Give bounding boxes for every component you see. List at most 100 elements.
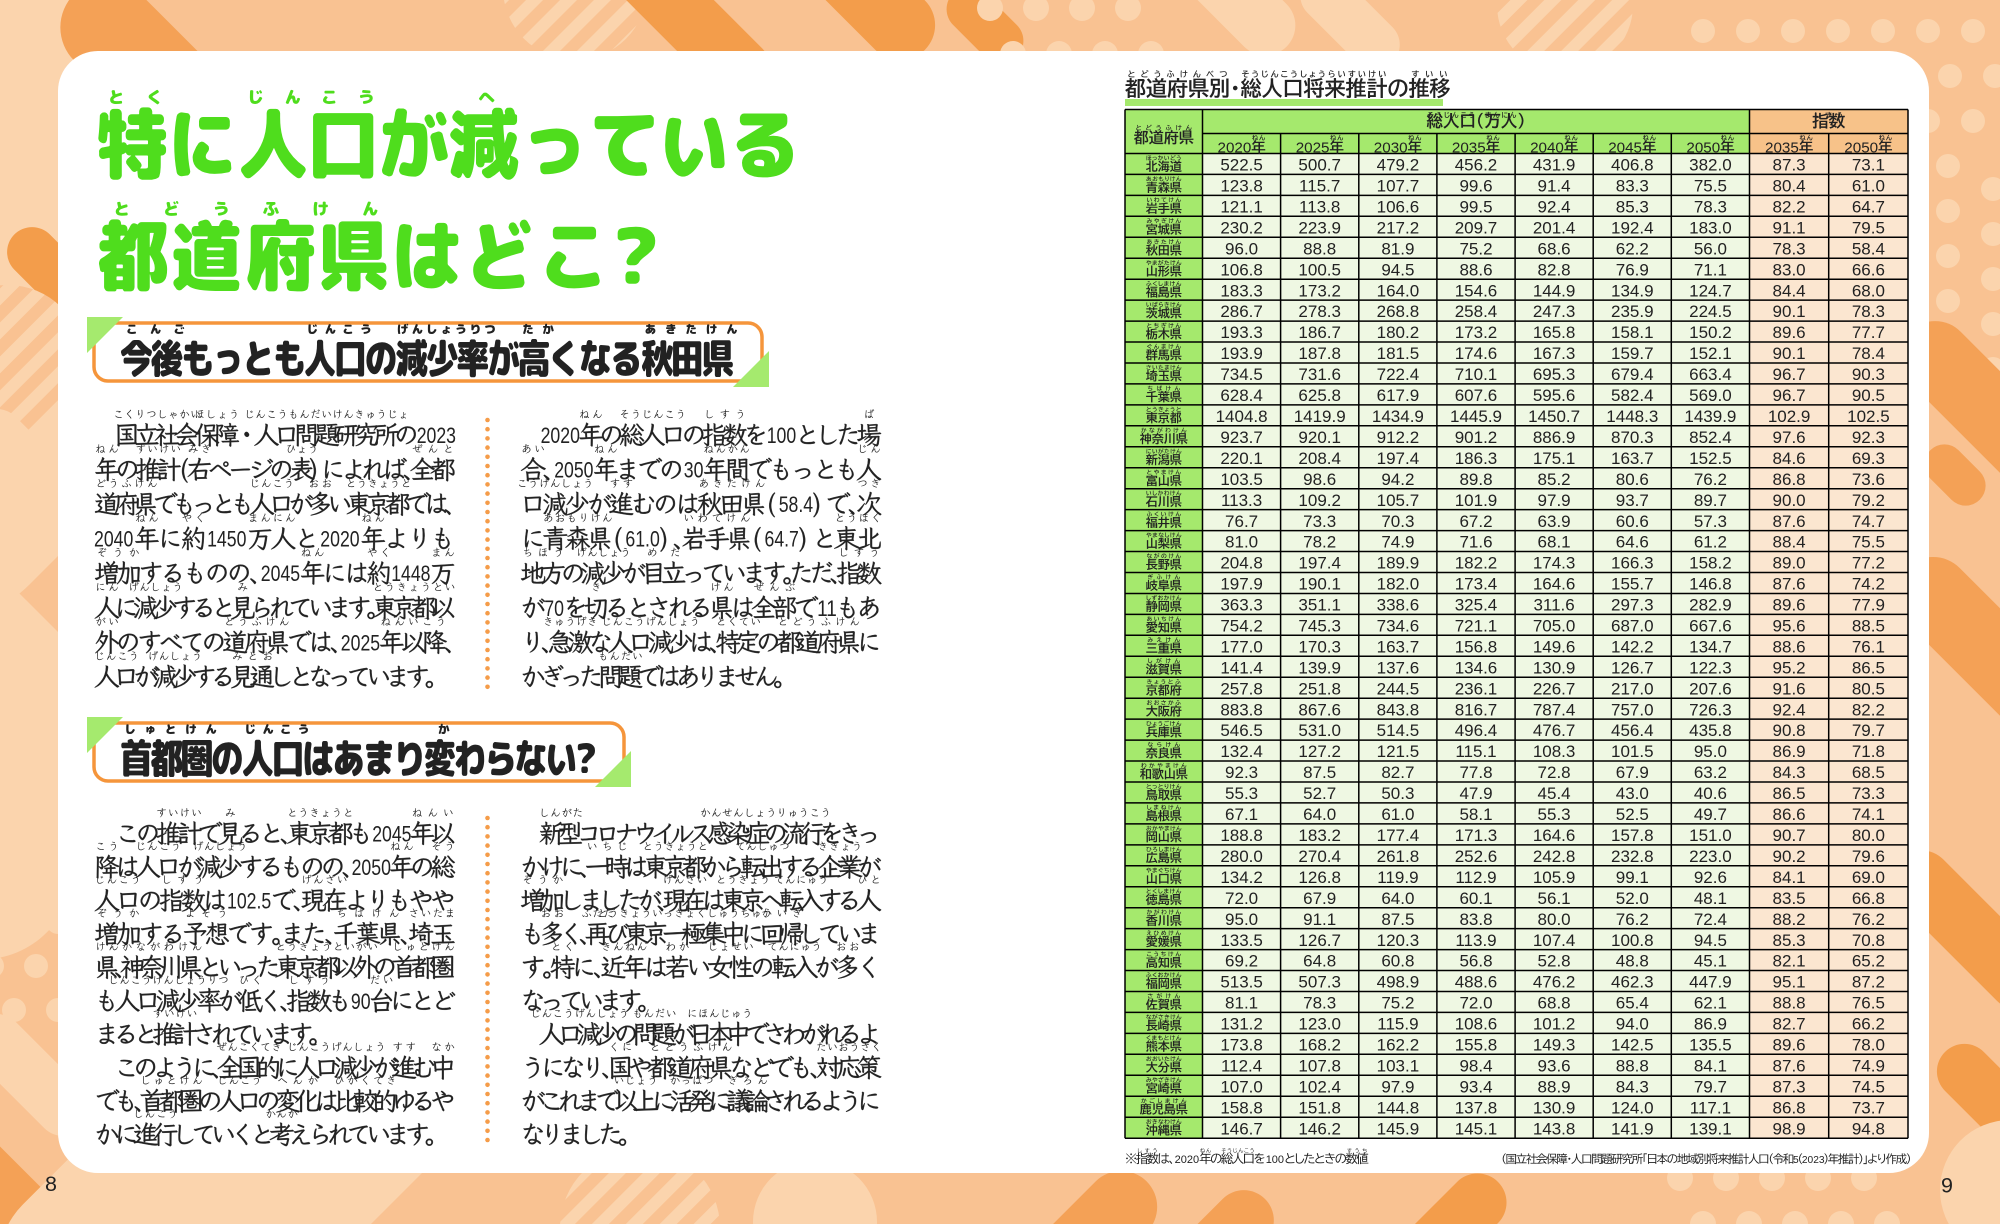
svg-text:68.8: 68.8 bbox=[1538, 994, 1571, 1013]
svg-text:883.8: 883.8 bbox=[1220, 700, 1263, 719]
svg-text:192.4: 192.4 bbox=[1611, 218, 1654, 237]
svg-text:258.4: 258.4 bbox=[1455, 302, 1498, 321]
svg-text:78.0: 78.0 bbox=[1852, 1036, 1885, 1055]
svg-text:2023: 2023 bbox=[1802, 1155, 1825, 1166]
svg-text:447.9: 447.9 bbox=[1689, 973, 1732, 992]
svg-text:223.9: 223.9 bbox=[1298, 218, 1341, 237]
svg-text:173.4: 173.4 bbox=[1455, 575, 1498, 594]
svg-text:257.8: 257.8 bbox=[1220, 679, 1263, 698]
svg-text:663.4: 663.4 bbox=[1689, 365, 1732, 384]
svg-text:476.7: 476.7 bbox=[1533, 721, 1576, 740]
svg-text:71.1: 71.1 bbox=[1694, 260, 1727, 279]
svg-text:197.4: 197.4 bbox=[1377, 449, 1420, 468]
svg-text:81.0: 81.0 bbox=[1225, 533, 1258, 552]
svg-text:158.1: 158.1 bbox=[1611, 323, 1654, 342]
svg-text:158.2: 158.2 bbox=[1689, 554, 1732, 573]
svg-text:134.6: 134.6 bbox=[1455, 658, 1498, 677]
svg-text:88.6: 88.6 bbox=[1459, 260, 1492, 279]
svg-text:687.0: 687.0 bbox=[1611, 617, 1654, 636]
svg-text:204.8: 204.8 bbox=[1220, 554, 1263, 573]
svg-text:78.3: 78.3 bbox=[1694, 198, 1727, 217]
svg-text:96.0: 96.0 bbox=[1225, 239, 1258, 258]
svg-text:70.8: 70.8 bbox=[1852, 931, 1885, 950]
svg-text:695.3: 695.3 bbox=[1533, 365, 1576, 384]
svg-text:722.4: 722.4 bbox=[1377, 365, 1420, 384]
svg-text:2045: 2045 bbox=[372, 822, 411, 847]
svg-text:101.2: 101.2 bbox=[1533, 1015, 1576, 1034]
svg-text:74.5: 74.5 bbox=[1852, 1077, 1885, 1096]
svg-text:90.1: 90.1 bbox=[1773, 302, 1806, 321]
svg-text:507.3: 507.3 bbox=[1298, 973, 1341, 992]
svg-text:108.3: 108.3 bbox=[1533, 742, 1576, 761]
svg-text:297.3: 297.3 bbox=[1611, 596, 1654, 615]
svg-text:83.3: 83.3 bbox=[1616, 177, 1649, 196]
svg-text:174.3: 174.3 bbox=[1533, 554, 1576, 573]
svg-text:134.2: 134.2 bbox=[1220, 868, 1263, 887]
svg-text:2040: 2040 bbox=[1530, 140, 1564, 157]
svg-text:406.8: 406.8 bbox=[1611, 156, 1654, 175]
svg-text:165.8: 165.8 bbox=[1533, 323, 1576, 342]
svg-text:513.5: 513.5 bbox=[1220, 973, 1263, 992]
svg-text:97.9: 97.9 bbox=[1381, 1077, 1414, 1096]
svg-text:2050: 2050 bbox=[1686, 140, 1720, 157]
svg-text:82.7: 82.7 bbox=[1773, 1015, 1806, 1034]
svg-text:98.6: 98.6 bbox=[1303, 470, 1336, 489]
svg-text:151.8: 151.8 bbox=[1298, 1098, 1341, 1117]
svg-text:431.9: 431.9 bbox=[1533, 156, 1576, 175]
svg-text:83.8: 83.8 bbox=[1459, 910, 1492, 929]
svg-text:152.5: 152.5 bbox=[1689, 449, 1732, 468]
svg-text:103.1: 103.1 bbox=[1377, 1056, 1420, 1075]
svg-text:87.6: 87.6 bbox=[1773, 575, 1806, 594]
svg-text:115.9: 115.9 bbox=[1377, 1015, 1418, 1034]
svg-text:76.2: 76.2 bbox=[1694, 470, 1727, 489]
svg-text:88.9: 88.9 bbox=[1538, 1077, 1571, 1096]
svg-text:64.7: 64.7 bbox=[1852, 198, 1885, 217]
svg-text:94.8: 94.8 bbox=[1852, 1119, 1885, 1138]
svg-text:113.3: 113.3 bbox=[1221, 491, 1262, 510]
svg-text:90.7: 90.7 bbox=[1773, 826, 1806, 845]
svg-text:261.8: 261.8 bbox=[1377, 847, 1420, 866]
svg-text:145.1: 145.1 bbox=[1455, 1119, 1498, 1138]
svg-text:177.0: 177.0 bbox=[1220, 637, 1263, 656]
svg-text:88.5: 88.5 bbox=[1852, 617, 1885, 636]
svg-text:87.3: 87.3 bbox=[1773, 1077, 1806, 1096]
svg-text:84.6: 84.6 bbox=[1773, 449, 1806, 468]
svg-text:61.0: 61.0 bbox=[625, 527, 659, 552]
svg-text:97.6: 97.6 bbox=[1773, 428, 1806, 447]
svg-text:182.2: 182.2 bbox=[1455, 554, 1498, 573]
svg-text:721.1: 721.1 bbox=[1455, 617, 1498, 636]
svg-text:144.9: 144.9 bbox=[1533, 281, 1576, 300]
svg-text:2025: 2025 bbox=[1296, 140, 1330, 157]
svg-text:96.7: 96.7 bbox=[1773, 365, 1806, 384]
svg-text:84.3: 84.3 bbox=[1773, 763, 1806, 782]
svg-text:242.8: 242.8 bbox=[1533, 847, 1576, 866]
svg-text:126.7: 126.7 bbox=[1611, 658, 1654, 677]
svg-text:98.4: 98.4 bbox=[1459, 1056, 1492, 1075]
svg-text:89.0: 89.0 bbox=[1773, 554, 1806, 573]
svg-text:90.0: 90.0 bbox=[1773, 491, 1806, 510]
svg-text:76.5: 76.5 bbox=[1852, 994, 1885, 1013]
svg-text:141.4: 141.4 bbox=[1220, 658, 1263, 677]
svg-text:182.0: 182.0 bbox=[1377, 575, 1420, 594]
svg-text:146.2: 146.2 bbox=[1298, 1119, 1341, 1138]
svg-text:1448: 1448 bbox=[391, 561, 430, 586]
svg-text:514.5: 514.5 bbox=[1377, 721, 1420, 740]
svg-text:55.3: 55.3 bbox=[1538, 805, 1571, 824]
svg-text:99.6: 99.6 bbox=[1459, 177, 1492, 196]
svg-text:92.3: 92.3 bbox=[1852, 428, 1885, 447]
svg-text:2050: 2050 bbox=[1844, 140, 1878, 157]
svg-text:130.9: 130.9 bbox=[1533, 658, 1576, 677]
svg-text:217.0: 217.0 bbox=[1611, 679, 1654, 698]
svg-text:144.8: 144.8 bbox=[1377, 1098, 1420, 1117]
svg-text:64.0: 64.0 bbox=[1381, 889, 1414, 908]
svg-text:163.7: 163.7 bbox=[1611, 449, 1654, 468]
svg-text:325.4: 325.4 bbox=[1455, 596, 1498, 615]
svg-text:52.5: 52.5 bbox=[1616, 805, 1649, 824]
svg-text:69.2: 69.2 bbox=[1225, 952, 1258, 971]
svg-text:62.1: 62.1 bbox=[1694, 994, 1727, 1013]
svg-text:76.2: 76.2 bbox=[1852, 910, 1885, 929]
svg-text:64.8: 64.8 bbox=[1303, 952, 1336, 971]
svg-text:94.0: 94.0 bbox=[1616, 1015, 1649, 1034]
svg-text:142.2: 142.2 bbox=[1611, 637, 1654, 656]
svg-text:912.2: 912.2 bbox=[1377, 428, 1420, 447]
